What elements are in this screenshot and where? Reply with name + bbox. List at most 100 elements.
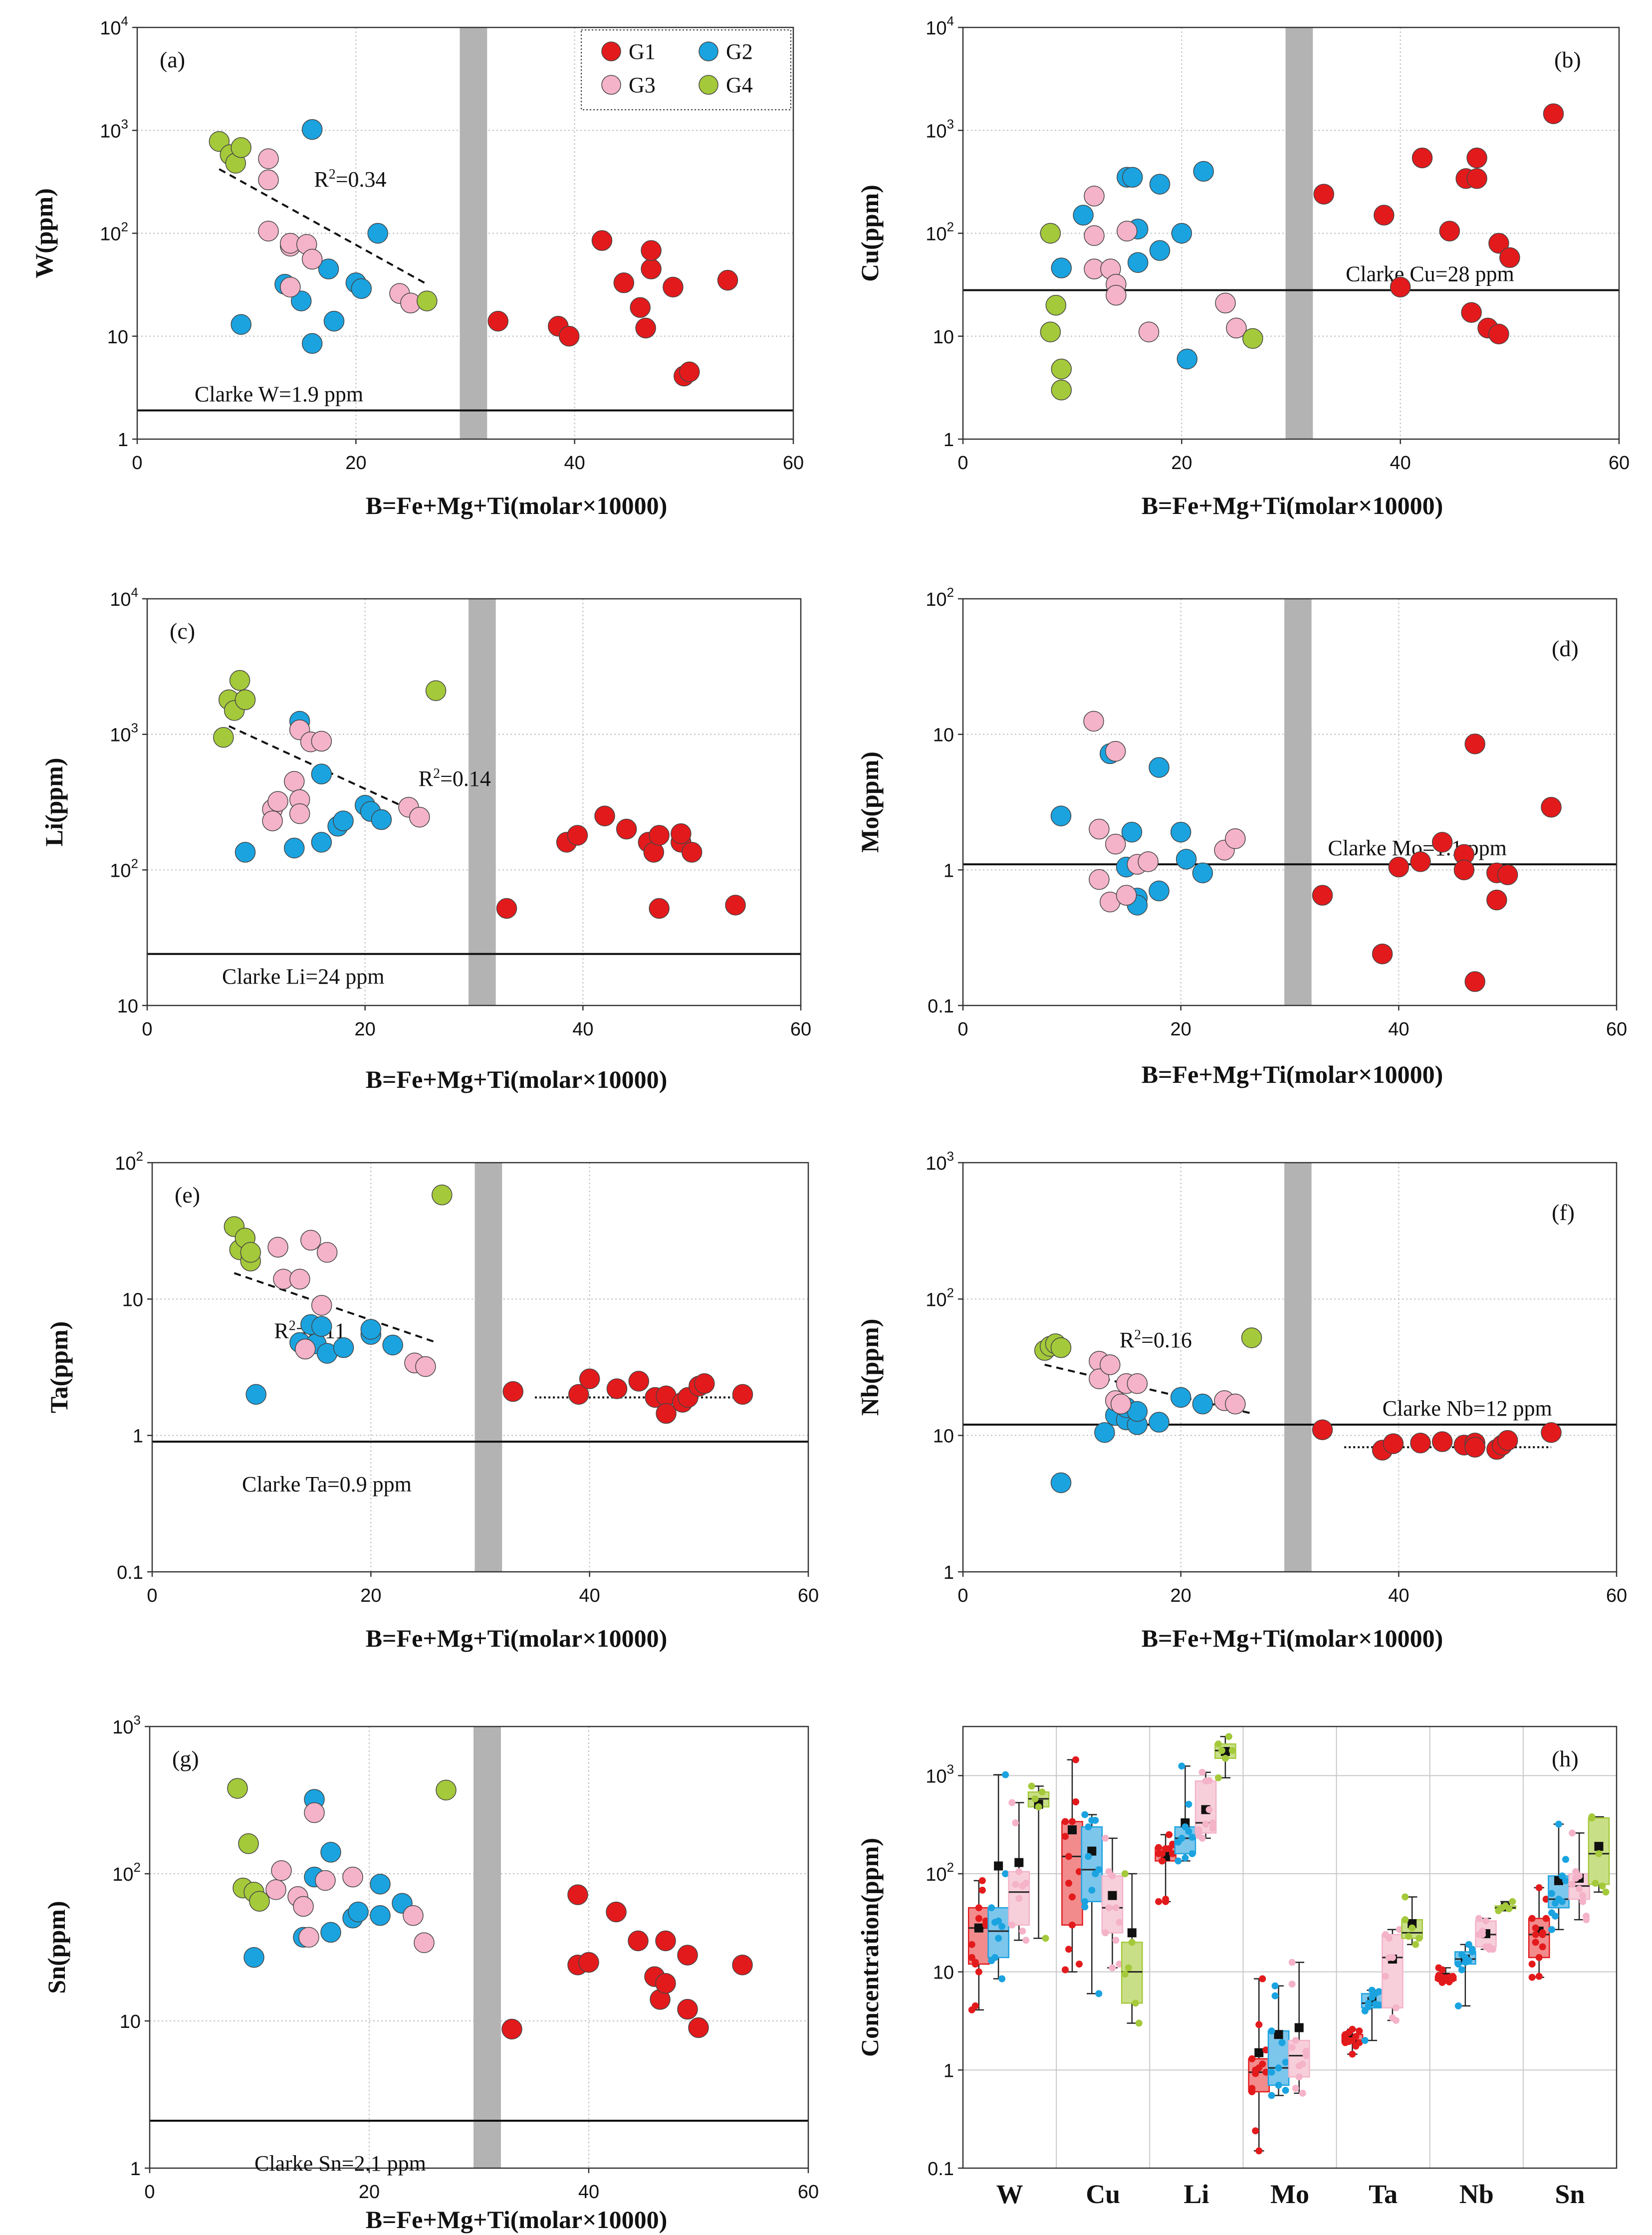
jitter-point — [1532, 1939, 1539, 1946]
y-tick-label: 103 — [926, 1149, 954, 1174]
point-g2 — [1170, 1387, 1191, 1408]
boundary-band — [469, 599, 496, 1005]
jitter-point — [1061, 1966, 1069, 1974]
jitter-point — [1112, 1937, 1120, 1944]
jitter-point — [1031, 1795, 1039, 1802]
point-g2 — [348, 1901, 369, 1923]
iqr-box — [1382, 1934, 1404, 2009]
clarke-label: Clarke W=1.9 ppm — [195, 382, 363, 407]
jitter-point — [1302, 2052, 1310, 2059]
jitter-point — [1128, 1939, 1136, 1946]
legend-marker-g1 — [601, 41, 621, 61]
point-g1 — [656, 1403, 677, 1424]
jitter-point — [1579, 1892, 1587, 1899]
point-g1 — [732, 1955, 753, 1976]
jitter-point — [1185, 1800, 1192, 1808]
point-g1 — [606, 1901, 627, 1923]
jitter-point — [1035, 1803, 1042, 1811]
jitter-point — [1592, 1880, 1599, 1887]
box-sn-g2 — [1548, 1820, 1570, 1933]
boundary-band — [460, 27, 487, 439]
x-tick-label: 0 — [957, 453, 968, 474]
x-tick-label: 60 — [798, 1585, 819, 1606]
box-sn-g4 — [1588, 1813, 1610, 1896]
y-tick-label: 104 — [110, 585, 138, 610]
box-li-g4 — [1214, 1733, 1236, 1781]
y-tick-label: 103 — [110, 721, 138, 746]
point-g3 — [1084, 225, 1105, 246]
jitter-point — [1185, 1828, 1192, 1835]
box-cu-g2 — [1081, 1811, 1103, 1997]
point-g4 — [436, 1779, 457, 1801]
y-tick-label: 10 — [122, 1289, 143, 1310]
point-g3 — [1138, 851, 1159, 872]
jitter-point — [1068, 1818, 1076, 1825]
jitter-point — [1576, 1872, 1583, 1880]
point-g1 — [725, 895, 746, 916]
box-w-g4 — [1027, 1782, 1050, 1942]
panel-c: Clarke Li=24 ppm R2=0.14 0 20 40 60 104 103 102 1… — [40, 585, 811, 1093]
point-g1 — [579, 1368, 600, 1389]
jitter-point — [1105, 1904, 1113, 1912]
box-sn-g3 — [1568, 1829, 1590, 1924]
iqr-box — [987, 1907, 1009, 1959]
point-g3 — [1105, 741, 1126, 762]
box-w-g3 — [1008, 1799, 1030, 1944]
jitter-point — [1479, 1931, 1486, 1938]
jitter-point — [1065, 1880, 1072, 1887]
x-tick-label: 20 — [355, 1019, 376, 1040]
jitter-point — [1085, 1853, 1092, 1860]
point-g4 — [425, 680, 447, 701]
point-g3 — [1089, 818, 1110, 840]
jitter-point — [1292, 2085, 1299, 2092]
point-g1 — [1431, 1431, 1453, 1452]
jitter-point — [1085, 1823, 1092, 1831]
point-g2 — [301, 119, 323, 140]
jitter-point — [1365, 2003, 1372, 2010]
jitter-point — [1392, 2016, 1400, 2024]
point-g1 — [1412, 147, 1433, 169]
point-g1 — [677, 1998, 698, 2020]
jitter-point — [1486, 1946, 1493, 1953]
jitter-point — [1102, 1929, 1109, 1937]
jitter-point — [1392, 2004, 1400, 2011]
point-g1 — [1464, 734, 1485, 754]
jitter-point — [1042, 1935, 1049, 1942]
point-g2 — [311, 832, 332, 853]
point-g2 — [245, 1384, 266, 1405]
panel-a: Clarke W=1.9 ppm R2=0.34 0 20 40 60 104 103 102 1… — [30, 13, 804, 519]
point-g3 — [1105, 833, 1126, 855]
jitter-point — [971, 2002, 979, 2009]
jitter-point — [1268, 2027, 1275, 2035]
jitter-point — [1259, 2060, 1266, 2068]
jitter-point — [1475, 1915, 1482, 1922]
y-tick-label: 0.1 — [928, 996, 954, 1017]
jitter-point — [1356, 2039, 1363, 2046]
jitter-point — [1188, 1850, 1196, 1857]
jitter-point — [1155, 1898, 1163, 1905]
jitter-point — [1542, 1915, 1550, 1922]
jitter-point — [1558, 1898, 1566, 1905]
x-tick-label: 20 — [1171, 453, 1192, 474]
panel-label: (h) — [1552, 1746, 1579, 1771]
point-g3 — [1225, 828, 1246, 849]
jitter-point — [1382, 1973, 1389, 1980]
point-g4 — [1051, 358, 1072, 380]
jitter-point — [1081, 1811, 1089, 1818]
box-nb-g1 — [1434, 1964, 1457, 1986]
jitter-point — [1532, 1924, 1539, 1932]
y-axis-title: Nb(ppm) — [856, 1319, 884, 1416]
point-g1 — [1410, 851, 1431, 872]
jitter-point — [1214, 1740, 1222, 1747]
jitter-point — [1019, 1928, 1026, 1935]
jitter-point — [1345, 2029, 1353, 2036]
box-ta-g3 — [1382, 1926, 1404, 2024]
jitter-point — [975, 1904, 982, 1912]
box-ta-g1 — [1341, 2025, 1364, 2058]
jitter-point — [1576, 1885, 1583, 1893]
point-g1 — [641, 258, 662, 279]
jitter-point — [1535, 1954, 1543, 1961]
point-g3 — [1127, 1373, 1148, 1394]
x-tick-label: 0 — [144, 2182, 155, 2203]
panel-label: (d) — [1552, 636, 1579, 661]
